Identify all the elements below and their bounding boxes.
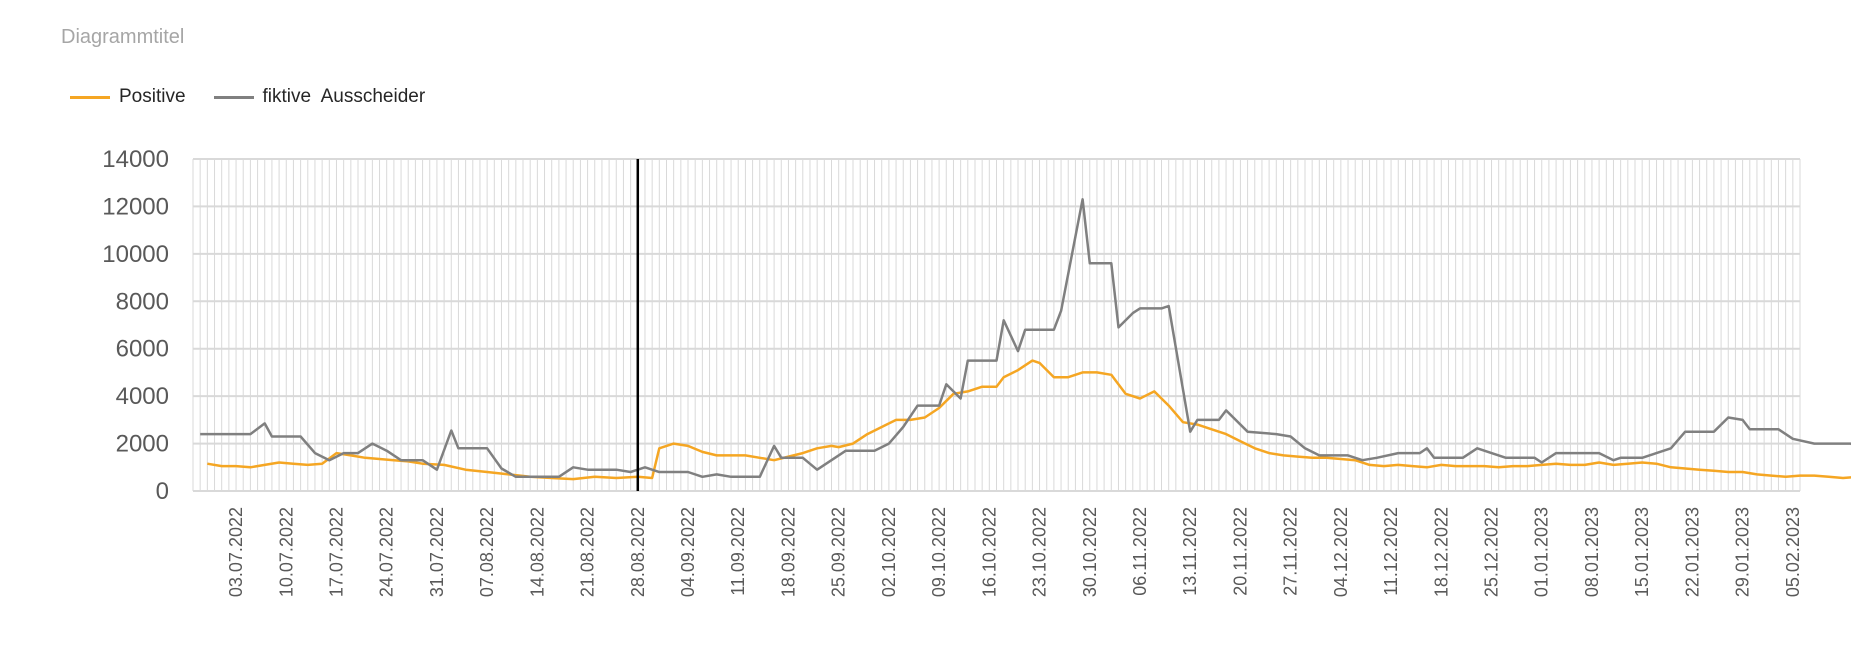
legend-label-ausscheider: fiktive Ausscheider	[262, 86, 426, 107]
legend-label-positive: Positive	[119, 86, 186, 107]
x-tick-label: 09.10.2022	[929, 507, 949, 597]
chart-legend: Positive fiktive Ausscheider	[70, 86, 453, 108]
y-tick-label: 4000	[116, 383, 169, 410]
x-tick-label: 04.09.2022	[678, 507, 698, 597]
x-tick-label: 18.12.2022	[1431, 507, 1451, 597]
y-tick-label: 8000	[116, 288, 169, 315]
y-tick-label: 0	[156, 478, 169, 505]
x-tick-label: 20.11.2022	[1230, 507, 1250, 596]
x-tick-label: 16.10.2022	[979, 507, 999, 597]
legend-item-positive: Positive	[70, 86, 186, 108]
x-tick-label: 01.01.2023	[1532, 507, 1552, 597]
x-tick-label: 04.12.2022	[1331, 507, 1351, 597]
x-tick-label: 31.07.2022	[427, 507, 447, 597]
x-tick-label: 03.07.2022	[226, 507, 246, 597]
y-tick-label: 10000	[102, 241, 169, 268]
x-tick-label: 10.07.2022	[276, 507, 296, 597]
x-tick-label: 28.08.2022	[628, 507, 648, 597]
x-tick-label: 30.10.2022	[1080, 507, 1100, 597]
x-tick-label: 25.09.2022	[829, 507, 849, 597]
x-tick-label: 07.08.2022	[477, 507, 497, 597]
series-line-ausscheider	[200, 198, 1851, 479]
x-tick-label: 21.08.2022	[578, 507, 598, 597]
series-line-positive	[207, 359, 1851, 481]
x-tick-label: 08.01.2023	[1582, 507, 1602, 597]
x-tick-label: 06.11.2022	[1130, 507, 1150, 596]
x-tick-label: 25.12.2022	[1482, 507, 1502, 597]
chart-title: Diagrammtitel	[61, 26, 185, 48]
x-tick-label: 27.11.2022	[1281, 507, 1301, 596]
x-tick-label: 11.12.2022	[1381, 507, 1401, 596]
x-tick-label: 23.10.2022	[1030, 507, 1050, 597]
x-tick-label: 02.10.2022	[879, 507, 899, 597]
legend-item-ausscheider: fiktive Ausscheider	[213, 86, 426, 108]
x-tick-label: 17.07.2022	[326, 507, 346, 597]
legend-swatch-positive	[70, 95, 110, 99]
y-tick-label: 12000	[102, 193, 169, 220]
legend-swatch-ausscheider	[213, 95, 254, 99]
x-tick-label: 11.09.2022	[728, 507, 748, 596]
x-tick-label: 13.11.2022	[1180, 507, 1200, 596]
x-tick-label: 29.01.2023	[1733, 507, 1753, 597]
y-tick-label: 2000	[116, 431, 169, 458]
x-tick-label: 15.01.2023	[1632, 507, 1652, 597]
x-tick-label: 24.07.2022	[377, 507, 397, 597]
x-tick-label: 18.09.2022	[778, 507, 798, 597]
x-tick-label: 22.01.2023	[1682, 507, 1702, 597]
x-tick-label: 05.02.2023	[1783, 507, 1803, 597]
y-tick-label: 14000	[102, 146, 169, 173]
y-tick-label: 6000	[116, 336, 169, 363]
x-tick-label: 14.08.2022	[527, 507, 547, 597]
